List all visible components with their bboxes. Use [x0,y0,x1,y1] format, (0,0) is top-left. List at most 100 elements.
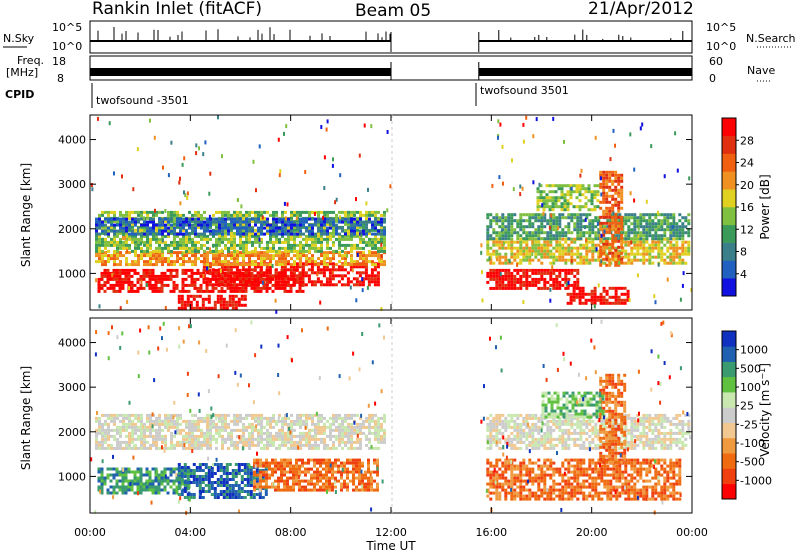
heatmap-cell [131,446,134,450]
heatmap-cell [522,213,526,217]
heatmap-cell [663,174,666,179]
heatmap-cell [131,419,134,423]
heatmap-cell [293,446,296,450]
heatmap-cell [290,234,293,238]
heatmap-cell [152,257,155,261]
heatmap-cell [581,301,585,305]
heatmap-cell [347,263,350,267]
heatmap-cell [235,283,239,287]
heatmap-cell [272,249,275,253]
heatmap-cell [322,271,326,275]
heatmap-cell [350,263,353,267]
heatmap-cell [320,243,323,247]
heatmap-cell [302,249,305,253]
heatmap-cell [145,268,149,272]
heatmap-cell [561,243,565,247]
heatmap-cell [182,251,185,255]
heatmap-cell [290,249,293,253]
heatmap-cell [588,246,592,250]
heatmap-cell [374,237,377,241]
heatmap-cell [558,246,562,250]
heatmap-cell [627,237,631,241]
heatmap-cell [573,283,577,287]
heatmap-cell [679,297,682,302]
heatmap-cell [233,446,236,450]
heatmap-cell [209,437,212,441]
heatmap-cell [185,220,188,224]
heatmap-cell [98,428,101,432]
heatmap-cell [167,234,170,238]
heatmap-cell [284,443,287,447]
heatmap-cell [672,258,676,262]
heatmap-cell [491,183,494,188]
heatmap-cell [173,213,176,217]
heatmap-cell [582,246,586,250]
heatmap-cell [266,437,269,441]
heatmap-cell [265,277,269,281]
heatmap-cell [116,229,119,233]
heatmap-cell [599,236,603,240]
heatmap-cell [558,249,562,253]
heatmap-cell [256,271,260,275]
heatmap-cell [591,252,595,256]
heatmap-cell [548,199,552,203]
heatmap-cell [660,255,664,259]
heatmap-cell [215,254,218,258]
heatmap-cell [182,243,185,247]
heatmap-cell [317,231,320,235]
heatmap-cell [283,271,287,275]
heatmap-cell [119,246,122,250]
heatmap-cell [172,274,176,278]
heatmap-cell [536,208,540,212]
heatmap-cell [328,283,332,287]
heatmap-cell [260,431,263,435]
heatmap-cell [107,240,110,244]
heatmap-cell [230,428,233,432]
heatmap-cell [209,220,212,224]
heatmap-cell [218,223,221,227]
heatmap-cell [107,428,110,432]
heatmap-cell [620,221,624,225]
heatmap-cell [563,208,567,212]
heatmap-cell [314,428,317,432]
heatmap-cell [200,243,203,247]
heatmap-cell [305,229,308,233]
heatmap-cell [128,216,131,220]
heatmap-cell [208,277,212,281]
heatmap-cell [104,254,107,258]
heatmap-cell [299,431,302,435]
heatmap-cell [196,271,200,275]
heatmap-cell [299,257,302,261]
heatmap-cell [639,219,643,223]
heatmap-cell [543,283,547,287]
heatmap-cell [332,223,335,227]
heatmap-cell [308,210,311,214]
heatmap-cell [266,210,269,214]
heatmap-cell [170,260,173,264]
heatmap-cell [519,225,523,229]
heatmap-cell [290,237,293,241]
heatmap-cell [534,240,538,244]
heatmap-cell [519,283,523,287]
heatmap-cell [205,277,209,281]
heatmap-cell [305,431,308,435]
heatmap-cell [587,199,591,203]
heatmap-cell [335,249,338,253]
heatmap-cell [335,216,338,220]
heatmap-cell [542,202,546,206]
heatmap-cell [128,232,131,236]
heatmap-cell [296,243,299,247]
heatmap-cell [287,254,290,258]
heatmap-cell [657,255,661,259]
heatmap-cell [128,413,131,417]
heatmap-cell [324,212,327,217]
heatmap-cell [555,274,559,278]
heatmap-cell [543,237,547,241]
heatmap-cell [558,286,562,290]
heatmap-cell [218,237,221,241]
heatmap-cell [111,272,114,277]
heatmap-cell [570,252,574,256]
heatmap-cell [522,300,525,305]
heatmap-cell [119,434,122,438]
heatmap-cell [329,434,332,438]
